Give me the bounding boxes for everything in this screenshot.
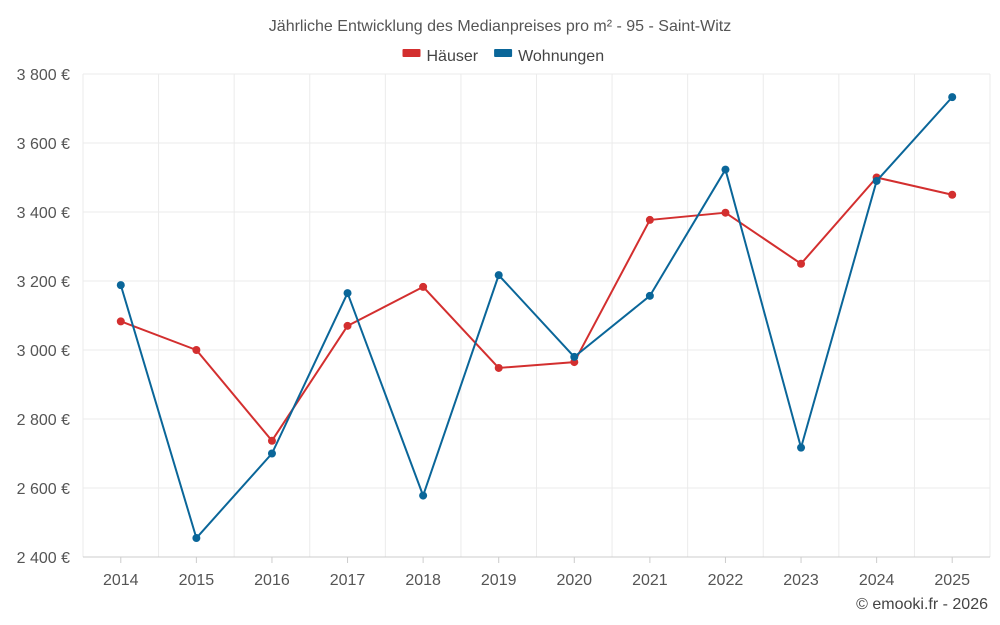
x-tick-label: 2015	[179, 572, 215, 589]
y-tick-label: 3 400 €	[17, 205, 70, 222]
legend-swatch	[402, 49, 421, 57]
legend-label[interactable]: Häuser	[427, 48, 479, 65]
y-tick-label: 2 400 €	[17, 550, 70, 567]
x-tick-label: 2018	[405, 572, 441, 589]
legend: Häuser Wohnungen	[402, 48, 604, 65]
series-line	[119, 96, 953, 540]
x-tick-label: 2022	[708, 572, 744, 589]
x-tick-label: 2016	[254, 572, 290, 589]
x-tick-label: 2023	[783, 572, 819, 589]
series-h-user	[116, 173, 957, 445]
x-tick-label: 2019	[481, 572, 517, 589]
x-axis-ticks: 2014 2015 2016 2017 2018 2019 2020 2021 2022 2023…	[103, 557, 970, 589]
data-point[interactable]	[116, 281, 125, 290]
data-point[interactable]	[872, 176, 881, 185]
data-point[interactable]	[343, 289, 352, 298]
x-tick-label: 2017	[330, 572, 366, 589]
data-point[interactable]	[419, 491, 428, 500]
data-point[interactable]	[116, 317, 125, 326]
data-point[interactable]	[570, 352, 579, 361]
y-tick-label: 3 600 €	[17, 136, 70, 153]
credit-text: © emooki.fr - 2026	[856, 596, 988, 613]
x-tick-label: 2020	[556, 572, 592, 589]
series-layer	[116, 93, 957, 543]
y-axis-ticks: 2 400 € 2 600 € 2 800 € 3 000 € 3 200 € 3 400…	[17, 67, 70, 567]
data-point[interactable]	[343, 321, 352, 330]
data-point[interactable]	[419, 282, 428, 291]
legend-label[interactable]: Wohnungen	[518, 48, 604, 65]
x-tick-label: 2021	[632, 572, 668, 589]
data-point[interactable]	[192, 346, 201, 354]
data-point[interactable]	[192, 534, 201, 543]
y-tick-label: 3 800 €	[17, 67, 70, 84]
data-point[interactable]	[645, 215, 654, 224]
y-tick-label: 2 600 €	[17, 481, 70, 498]
data-point[interactable]	[494, 271, 503, 280]
data-point[interactable]	[267, 436, 276, 445]
data-point[interactable]	[797, 443, 806, 452]
x-tick-label: 2014	[103, 572, 139, 589]
x-tick-label: 2024	[859, 572, 895, 589]
y-tick-label: 3 200 €	[17, 274, 70, 291]
x-gridlines	[82, 74, 991, 557]
data-point[interactable]	[721, 208, 730, 217]
chart-title: Jährliche Entwicklung des Medianpreises …	[269, 18, 731, 35]
series-wohnungen	[116, 93, 957, 543]
x-tick-label: 2025	[934, 572, 970, 589]
y-tick-label: 2 800 €	[17, 412, 70, 429]
data-point[interactable]	[721, 165, 730, 174]
legend-swatch	[494, 49, 513, 57]
data-point[interactable]	[948, 190, 957, 199]
data-point[interactable]	[267, 449, 276, 458]
data-point[interactable]	[645, 291, 654, 300]
data-point[interactable]	[494, 363, 503, 372]
y-tick-label: 3 000 €	[17, 343, 70, 360]
series-line	[120, 176, 953, 442]
data-point[interactable]	[948, 93, 957, 102]
data-point[interactable]	[797, 259, 806, 268]
